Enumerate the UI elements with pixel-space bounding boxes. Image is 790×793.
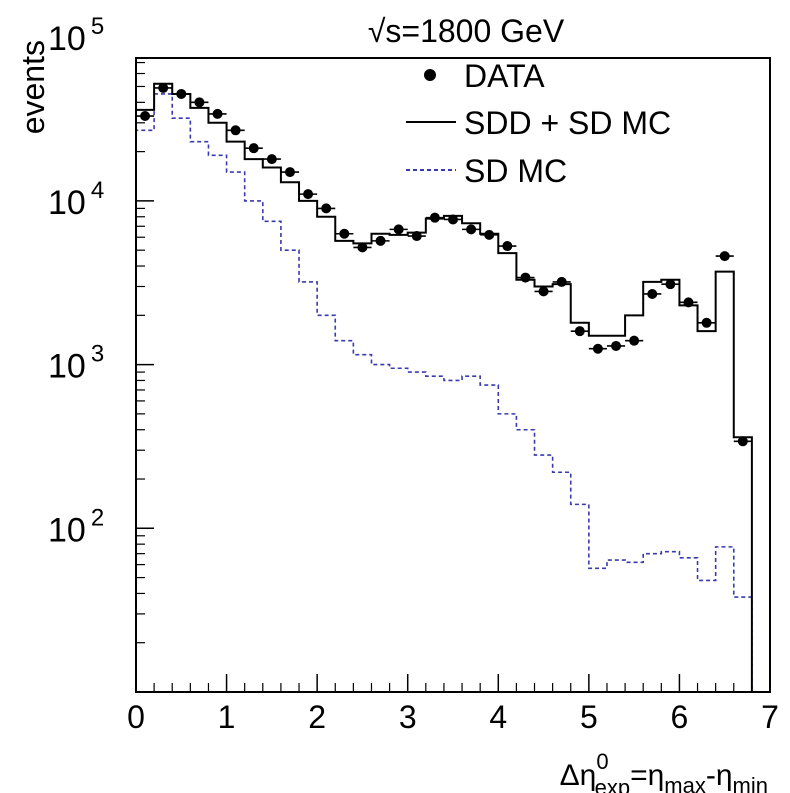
data-point <box>266 154 277 165</box>
x-tick-label: 7 <box>761 699 779 735</box>
data-point <box>303 189 314 200</box>
legend-sdd-label: SDD + SD MC <box>464 105 671 141</box>
sd-mc-histogram <box>135 93 753 692</box>
x-tick-label: 4 <box>489 699 507 735</box>
y-axis-label: events <box>15 40 51 134</box>
y-tick-label: 10 3 <box>48 341 104 386</box>
chart-title: √s=1800 GeV <box>368 13 565 49</box>
legend: DATA SDD + SD MC SD MC <box>406 58 671 189</box>
x-tick-label: 1 <box>218 699 236 735</box>
data-point <box>176 88 187 99</box>
data-point <box>737 436 748 447</box>
plot-frame <box>135 57 771 693</box>
data-point <box>284 167 295 178</box>
data-point <box>556 276 567 287</box>
data-point <box>230 125 241 136</box>
x-axis-label: Δη0 exp=ηmax-ηmin <box>560 749 768 793</box>
legend-data-marker <box>424 69 436 81</box>
y-tick-label: 10 4 <box>48 177 104 222</box>
y-tick-label: 10 5 <box>48 13 104 58</box>
data-point <box>665 279 676 290</box>
data-point <box>629 335 640 346</box>
data-point <box>592 343 603 354</box>
data-point <box>611 340 622 351</box>
legend-entry-sd-mc: SD MC <box>406 153 567 189</box>
data-point <box>429 212 440 223</box>
x-tick-label: 3 <box>399 699 417 735</box>
data-point <box>212 108 223 119</box>
sdd-sd-mc-step-line <box>135 82 753 692</box>
data-point <box>538 286 549 297</box>
data-point <box>411 231 422 242</box>
data-point <box>701 317 712 328</box>
data-point <box>321 203 332 214</box>
data-point <box>466 224 477 235</box>
y-tick-label: 10 2 <box>48 504 104 549</box>
sd-mc-step-line <box>135 93 753 692</box>
data-point <box>339 228 350 239</box>
legend-sd-label: SD MC <box>464 153 567 189</box>
data-point <box>375 235 386 246</box>
data-points <box>136 82 752 447</box>
data-point <box>647 288 658 299</box>
data-point <box>158 82 169 93</box>
x-tick-label: 0 <box>127 699 145 735</box>
x-tick-label: 6 <box>671 699 689 735</box>
data-point <box>484 229 495 240</box>
data-point <box>248 143 259 154</box>
data-point <box>357 242 368 253</box>
data-point <box>502 241 513 252</box>
data-point <box>448 214 458 225</box>
legend-entry-sdd-sd-mc: SDD + SD MC <box>406 105 671 141</box>
data-point <box>574 326 585 337</box>
data-point <box>520 272 531 283</box>
data-point <box>719 251 730 262</box>
legend-data-label: DATA <box>464 58 545 94</box>
sdd-sd-mc-histogram <box>135 82 753 692</box>
data-point <box>393 224 404 235</box>
x-tick-label: 5 <box>580 699 598 735</box>
x-tick-label: 2 <box>308 699 326 735</box>
legend-entry-data: DATA <box>424 58 545 94</box>
data-point <box>194 97 205 108</box>
data-point <box>140 111 151 122</box>
data-point <box>683 297 694 308</box>
